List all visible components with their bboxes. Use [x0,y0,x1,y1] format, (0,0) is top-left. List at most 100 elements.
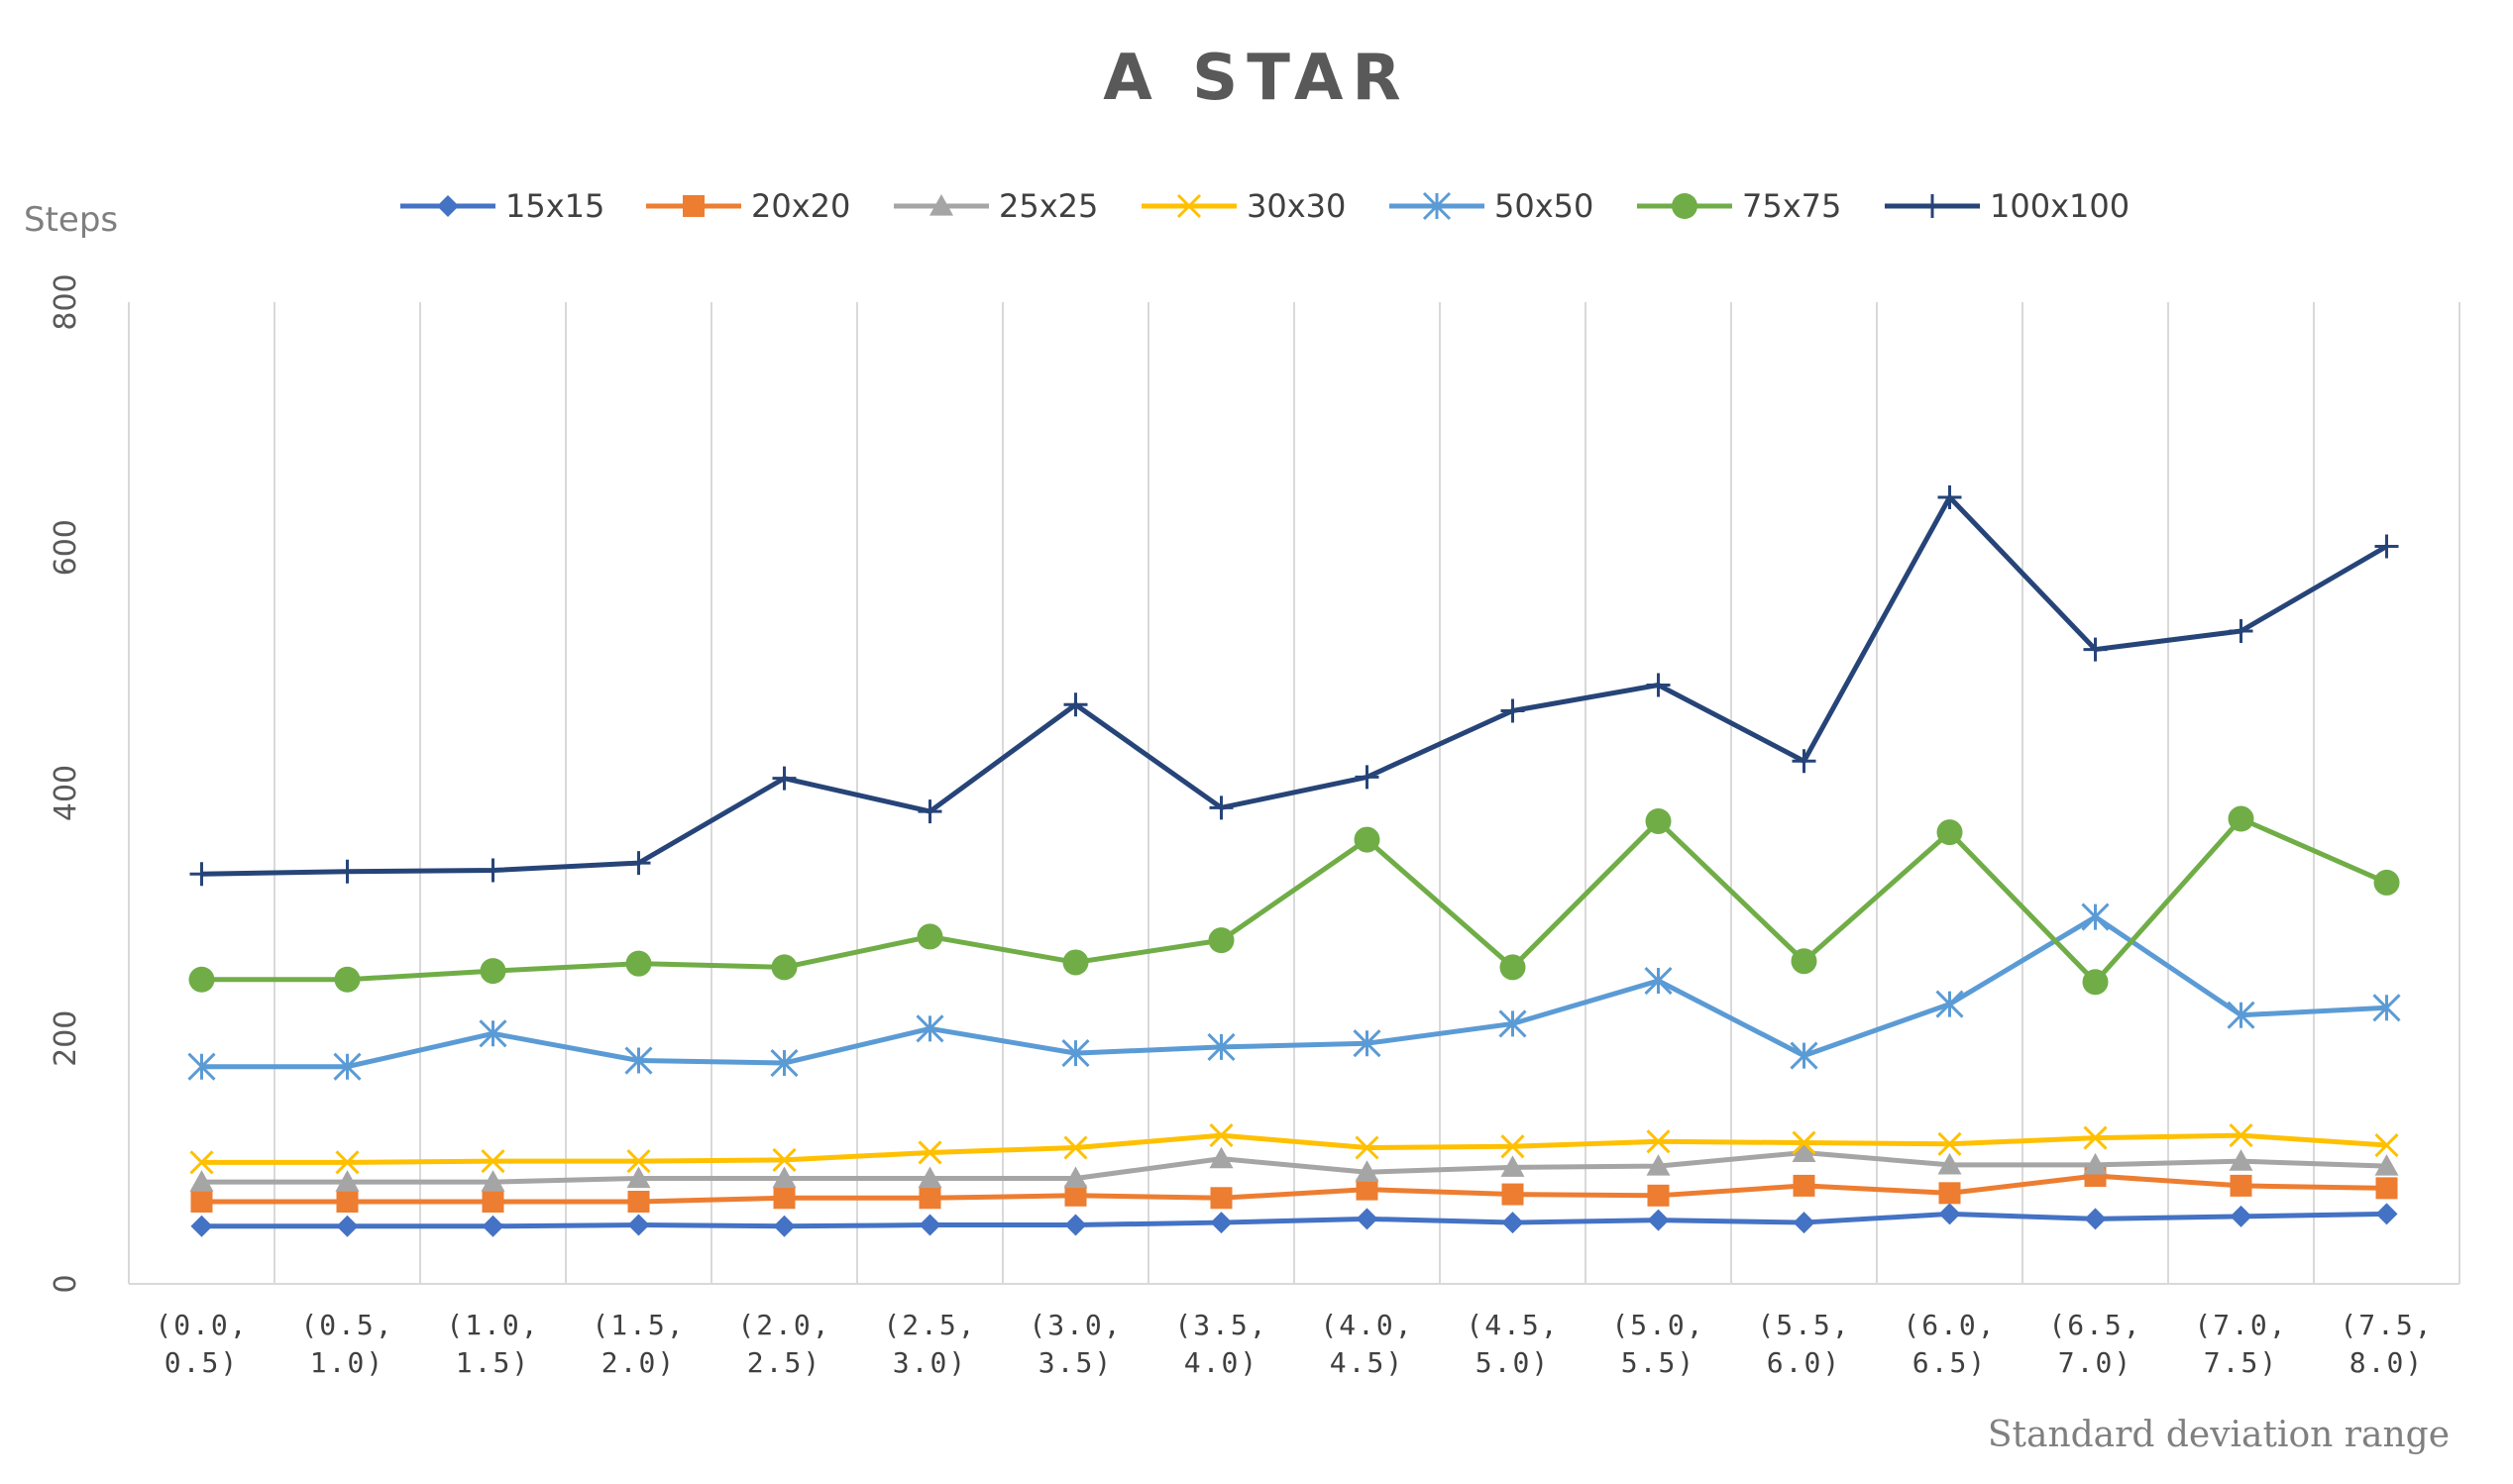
data-point [2229,1123,2253,1148]
data-point [1791,948,1817,975]
data-point [2229,1149,2253,1171]
data-point [479,1019,507,1048]
data-point [2229,618,2253,643]
data-point [2084,1208,2107,1230]
data-point [187,1052,216,1081]
data-point [2083,1152,2108,1175]
x-tick-label: (5.0, 5.5) [1611,1309,1704,1379]
series-line [201,1211,2387,1229]
data-point [2375,1177,2398,1200]
data-point [189,1150,214,1175]
data-point [1354,826,1380,853]
data-point [481,1149,505,1174]
data-point [1064,1214,1087,1236]
x-tick-label: (3.5, 4.0) [1174,1309,1267,1379]
data-point [1062,949,1089,976]
data-point [626,851,651,876]
series-100x100 [189,484,2399,887]
data-point [2081,902,2110,931]
data-point [188,966,215,993]
x-tick-label: (1.5, 2.0) [592,1309,685,1379]
legend-label: 30x30 [1247,187,1346,225]
x-tick-label: (4.0, 4.5) [1320,1309,1413,1379]
data-point [1209,1146,1234,1169]
series-line [201,816,2388,985]
y-tick-labels: 0 200 400 600 800 [49,273,83,1293]
data-point [189,862,214,887]
x-tick-label: (3.0, 3.5) [1029,1309,1122,1379]
data-point [772,766,797,791]
x-tick-label: (1.0, 1.5) [446,1309,539,1379]
data-point [1355,1160,1379,1182]
x-tick-label: (4.5, 5.0) [1466,1309,1559,1379]
data-point [1645,807,1672,834]
data-point [1646,1129,1671,1154]
data-point [772,1147,797,1172]
data-point [2230,1205,2252,1227]
x-tick-labels: (0.0, 0.5) (0.5, 1.0) (1.0, 1.5) (1.5, 2.0) (2.0… [155,1309,2431,1379]
data-point [625,950,652,977]
legend-item: 30x30 [1142,187,1346,225]
legend-item: 75x75 [1637,187,1841,225]
data-point [1500,1134,1525,1159]
data-point [1792,749,1816,774]
data-point [189,1170,214,1192]
series-line [201,1149,2387,1185]
data-point [627,1214,650,1236]
data-point [1499,954,1526,981]
data-point [929,194,953,216]
data-point [1647,1209,1670,1231]
data-point [1061,1039,1090,1068]
series-75x75 [188,805,2400,996]
data-point [1209,1123,1234,1148]
x-tick-label: (6.5, 7.0) [2048,1309,2141,1379]
data-point [2082,969,2109,996]
data-point [335,1150,360,1175]
data-point [1644,966,1673,996]
data-point [1501,1212,1524,1234]
data-point [482,1215,504,1237]
legend-item: 25x25 [894,187,1098,225]
series-50x50 [187,902,2401,1081]
data-point [2374,1154,2399,1176]
data-point [1936,819,1963,846]
data-point [773,1187,796,1210]
x-tick-label: (5.5, 6.0) [1757,1309,1850,1379]
data-point [772,1166,797,1189]
legend-label: 75x75 [1742,187,1841,225]
legend-label: 20x20 [751,187,850,225]
data-point [1063,692,1088,717]
y-axis-label: Steps [24,200,118,240]
chart-title: A STAR [1103,42,1409,115]
data-point [2372,994,2401,1022]
data-point [1210,1212,1233,1234]
x-tick-label: (0.5, 1.0) [300,1309,393,1379]
data-point [1356,1208,1378,1230]
y-tick-label: 600 [49,519,83,576]
data-point [1353,1029,1381,1058]
y-tick-label: 0 [49,1274,83,1293]
data-point [1208,927,1235,954]
data-point [1937,1131,1962,1156]
data-point [1790,1041,1818,1070]
data-point [626,1166,651,1189]
series-15x15 [190,1203,2398,1237]
data-point [1422,191,1452,221]
y-tick-label: 400 [49,765,83,821]
data-point [1935,990,1964,1018]
data-point [627,1191,650,1214]
data-point [1937,1152,1962,1175]
data-point [1646,1154,1671,1176]
data-point [335,1170,360,1192]
legend-item: 50x50 [1389,187,1593,225]
series-25x25 [189,1140,2399,1192]
legend-label: 100x100 [1990,187,2130,225]
data-point [1793,1174,1815,1197]
data-point [1498,1009,1527,1038]
data-point [336,1215,359,1237]
data-point [333,1052,362,1081]
data-point [1063,1135,1088,1160]
data-point [1646,673,1671,697]
